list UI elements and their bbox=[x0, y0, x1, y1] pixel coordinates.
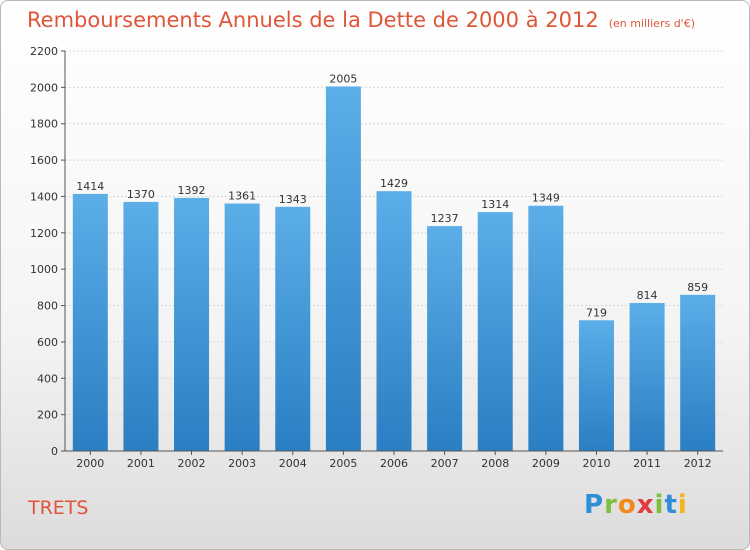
value-label: 2005 bbox=[329, 72, 357, 85]
x-tick-label: 2000 bbox=[76, 457, 104, 470]
value-labels: 1414 1370 1392 1361 1343 2005 1429 1237 1314 1349… bbox=[76, 72, 708, 319]
axes bbox=[64, 51, 723, 452]
proxiti-logo: Proxiti bbox=[584, 490, 688, 520]
x-tick-label: 2010 bbox=[582, 457, 610, 470]
logo-letter: o bbox=[617, 490, 637, 520]
bar-2002 bbox=[174, 197, 210, 451]
logo-letter: t bbox=[664, 490, 678, 520]
value-label: 859 bbox=[687, 281, 708, 294]
x-tick-label: 2001 bbox=[127, 457, 155, 470]
y-tick-label: 800 bbox=[37, 300, 58, 313]
value-label: 1429 bbox=[380, 177, 408, 190]
logo-letter: x bbox=[636, 490, 655, 520]
x-tick-labels: 2000 2001 2002 2003 2004 2005 2006 2007 2008 2009… bbox=[76, 451, 712, 470]
bar-2009 bbox=[528, 205, 564, 451]
logo-letter: P bbox=[584, 490, 605, 520]
bar-2007 bbox=[427, 226, 463, 451]
value-label: 1349 bbox=[532, 192, 560, 205]
town-name: TRETS bbox=[28, 497, 89, 519]
x-tick-label: 2012 bbox=[684, 457, 712, 470]
y-tick-label: 400 bbox=[37, 372, 58, 385]
bar-2008 bbox=[477, 212, 513, 451]
bar-2004 bbox=[275, 206, 311, 451]
y-tick-label: 1200 bbox=[30, 227, 58, 240]
value-label: 1237 bbox=[431, 212, 459, 225]
logo-letter: i bbox=[677, 490, 688, 520]
bar-2011 bbox=[629, 303, 665, 451]
x-tick-label: 2011 bbox=[633, 457, 661, 470]
y-tick-label: 2000 bbox=[30, 81, 58, 94]
x-tick-label: 2003 bbox=[228, 457, 256, 470]
bar-2012 bbox=[680, 294, 716, 451]
y-tick-labels: 0 200 400 600 800 1000 1200 1400 1600 1800 2000 220… bbox=[30, 45, 65, 458]
x-tick-label: 2004 bbox=[279, 457, 307, 470]
bars bbox=[72, 86, 716, 452]
y-tick-label: 0 bbox=[51, 445, 58, 458]
y-tick-label: 600 bbox=[37, 336, 58, 349]
x-tick-label: 2002 bbox=[178, 457, 206, 470]
bar-2005 bbox=[325, 86, 361, 452]
value-label: 1414 bbox=[76, 180, 104, 193]
y-tick-label: 200 bbox=[37, 409, 58, 422]
x-tick-label: 2006 bbox=[380, 457, 408, 470]
y-tick-label: 1800 bbox=[30, 118, 58, 131]
value-label: 719 bbox=[586, 306, 607, 319]
chart-subtitle: (en milliers d'€) bbox=[608, 17, 695, 30]
y-tick-label: 1000 bbox=[30, 263, 58, 276]
bar-2000 bbox=[72, 193, 108, 451]
y-tick-label: 1600 bbox=[30, 154, 58, 167]
bar-2006 bbox=[376, 191, 412, 451]
bar-2001 bbox=[123, 201, 159, 451]
title-line: Remboursements Annuels de la Dette de 20… bbox=[27, 8, 695, 32]
value-label: 1392 bbox=[178, 184, 206, 197]
value-label: 1370 bbox=[127, 188, 155, 201]
value-label: 814 bbox=[637, 289, 658, 302]
x-tick-label: 2005 bbox=[329, 457, 357, 470]
bar-2003 bbox=[224, 203, 260, 451]
x-tick-label: 2008 bbox=[481, 457, 509, 470]
logo-letter: r bbox=[604, 490, 618, 520]
x-tick-label: 2007 bbox=[431, 457, 459, 470]
y-tick-label: 1400 bbox=[30, 190, 58, 203]
bar-2010 bbox=[578, 320, 614, 451]
value-label: 1314 bbox=[481, 198, 509, 211]
chart-title: Remboursements Annuels de la Dette de 20… bbox=[27, 8, 599, 32]
value-label: 1361 bbox=[228, 190, 256, 203]
y-tick-label: 2200 bbox=[30, 45, 58, 58]
x-tick-label: 2009 bbox=[532, 457, 560, 470]
value-label: 1343 bbox=[279, 193, 307, 206]
logo-letter: i bbox=[654, 490, 665, 520]
